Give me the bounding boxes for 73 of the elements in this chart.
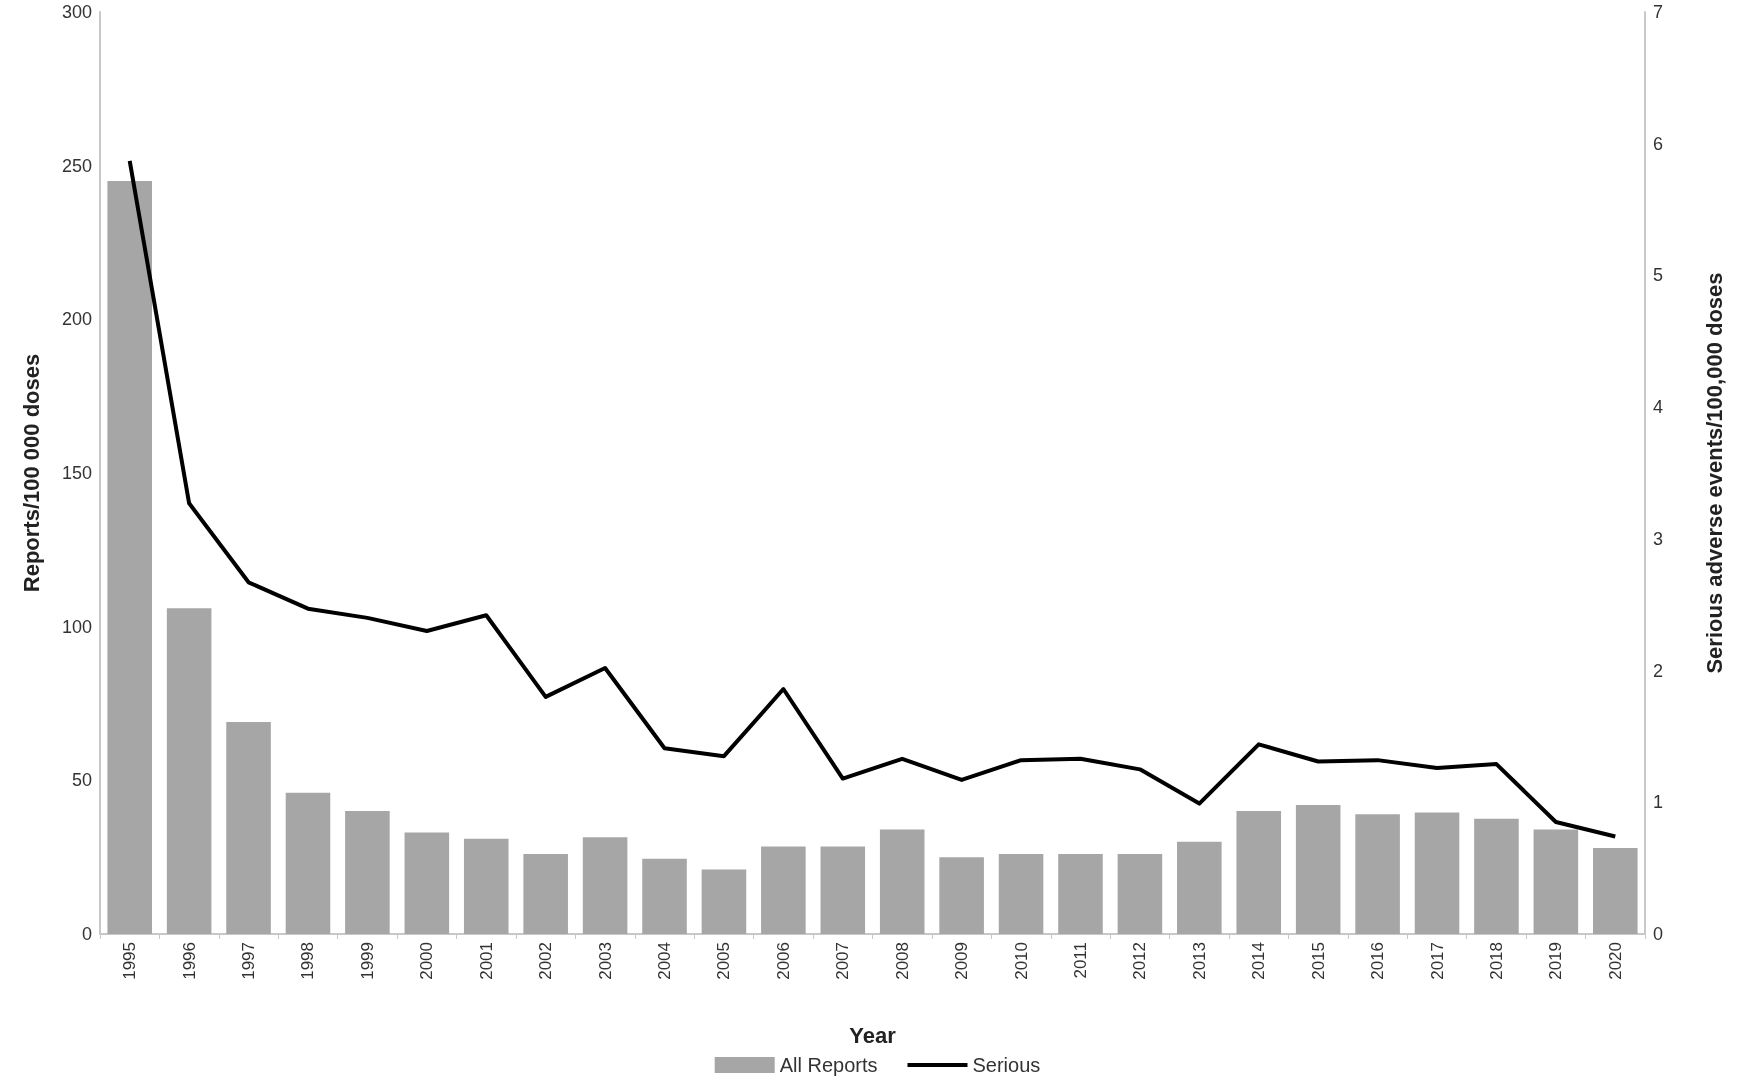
bar	[1355, 814, 1400, 934]
x-tick-label: 2018	[1486, 942, 1506, 980]
x-tick-label: 2003	[595, 942, 615, 980]
legend-label: Serious	[972, 1054, 1041, 1076]
bar	[1295, 804, 1341, 934]
y2-tick-label: 5	[1653, 265, 1664, 286]
bar	[1474, 818, 1519, 934]
bar	[939, 857, 984, 934]
x-axis-title: Year	[849, 1022, 897, 1048]
bar	[879, 829, 925, 934]
bar	[582, 837, 628, 934]
bar	[1414, 812, 1460, 934]
bar	[285, 792, 331, 934]
y-tick-label: 150	[61, 463, 92, 483]
bar	[761, 846, 806, 934]
bar	[820, 846, 866, 934]
x-tick-label: 2014	[1249, 942, 1269, 980]
x-tick-label: 2013	[1189, 942, 1209, 980]
y2-axis-title: Serious adverse events/100,000 doses	[1701, 272, 1727, 674]
x-tick-label: 2002	[536, 942, 556, 980]
bar	[463, 838, 509, 934]
x-tick-label: 2006	[773, 942, 793, 980]
y2-tick-label: 2	[1653, 660, 1664, 681]
x-tick-label: 2017	[1427, 942, 1447, 980]
x-tick-label: 1995	[120, 942, 140, 980]
x-tick-label: 2004	[655, 942, 675, 980]
bar	[1533, 829, 1579, 934]
x-tick-label: 1999	[357, 942, 377, 980]
x-tick-label: 2005	[714, 942, 734, 980]
y-tick-label: 50	[71, 770, 92, 791]
y2-tick-label: 7	[1653, 2, 1664, 22]
bar	[1117, 854, 1163, 934]
bar	[1058, 854, 1103, 934]
y-tick-label: 100	[61, 616, 92, 637]
x-tick-label: 2011	[1070, 942, 1090, 979]
x-tick-label: 2012	[1130, 942, 1150, 980]
y-axis-title: Reports/100 000 doses	[18, 353, 44, 593]
bar	[701, 869, 747, 934]
x-tick-label: 1997	[239, 942, 259, 980]
bar	[1593, 847, 1638, 934]
y-tick-label: 250	[61, 155, 92, 176]
bar	[642, 858, 687, 934]
line-series	[127, 158, 1618, 839]
y2-tick-label: 1	[1653, 792, 1664, 813]
x-tick-label: 1998	[298, 942, 318, 980]
bar	[226, 721, 271, 934]
bar	[107, 181, 152, 934]
x-tick-label: 2000	[417, 942, 437, 980]
x-tick-label: 2009	[952, 942, 972, 980]
bar	[1177, 841, 1222, 934]
x-tick-label: 1996	[179, 942, 199, 980]
x-tick-label: 2008	[892, 942, 912, 980]
y2-tick-label: 6	[1653, 133, 1664, 154]
x-tick-label: 2016	[1368, 942, 1388, 980]
y-tick-label: 200	[61, 309, 92, 330]
bar	[166, 608, 212, 934]
bar	[345, 811, 390, 934]
x-tick-label: 2020	[1605, 942, 1625, 980]
bar	[404, 832, 450, 934]
x-tick-label: 2007	[833, 942, 853, 980]
bar	[1236, 811, 1282, 934]
y-tick-label: 300	[61, 2, 92, 22]
legend-label: All Reports	[779, 1054, 878, 1076]
y-tick-label: 0	[81, 924, 92, 944]
y2-tick-label: 3	[1653, 528, 1664, 549]
x-tick-label: 2001	[476, 942, 496, 980]
bar	[998, 854, 1044, 934]
y2-tick-label: 0	[1653, 924, 1664, 944]
x-tick-label: 2010	[1011, 942, 1031, 980]
x-tick-label: 2019	[1546, 942, 1566, 980]
y2-tick-label: 4	[1653, 397, 1664, 418]
bar	[523, 854, 568, 934]
x-tick-label: 2015	[1308, 942, 1328, 980]
